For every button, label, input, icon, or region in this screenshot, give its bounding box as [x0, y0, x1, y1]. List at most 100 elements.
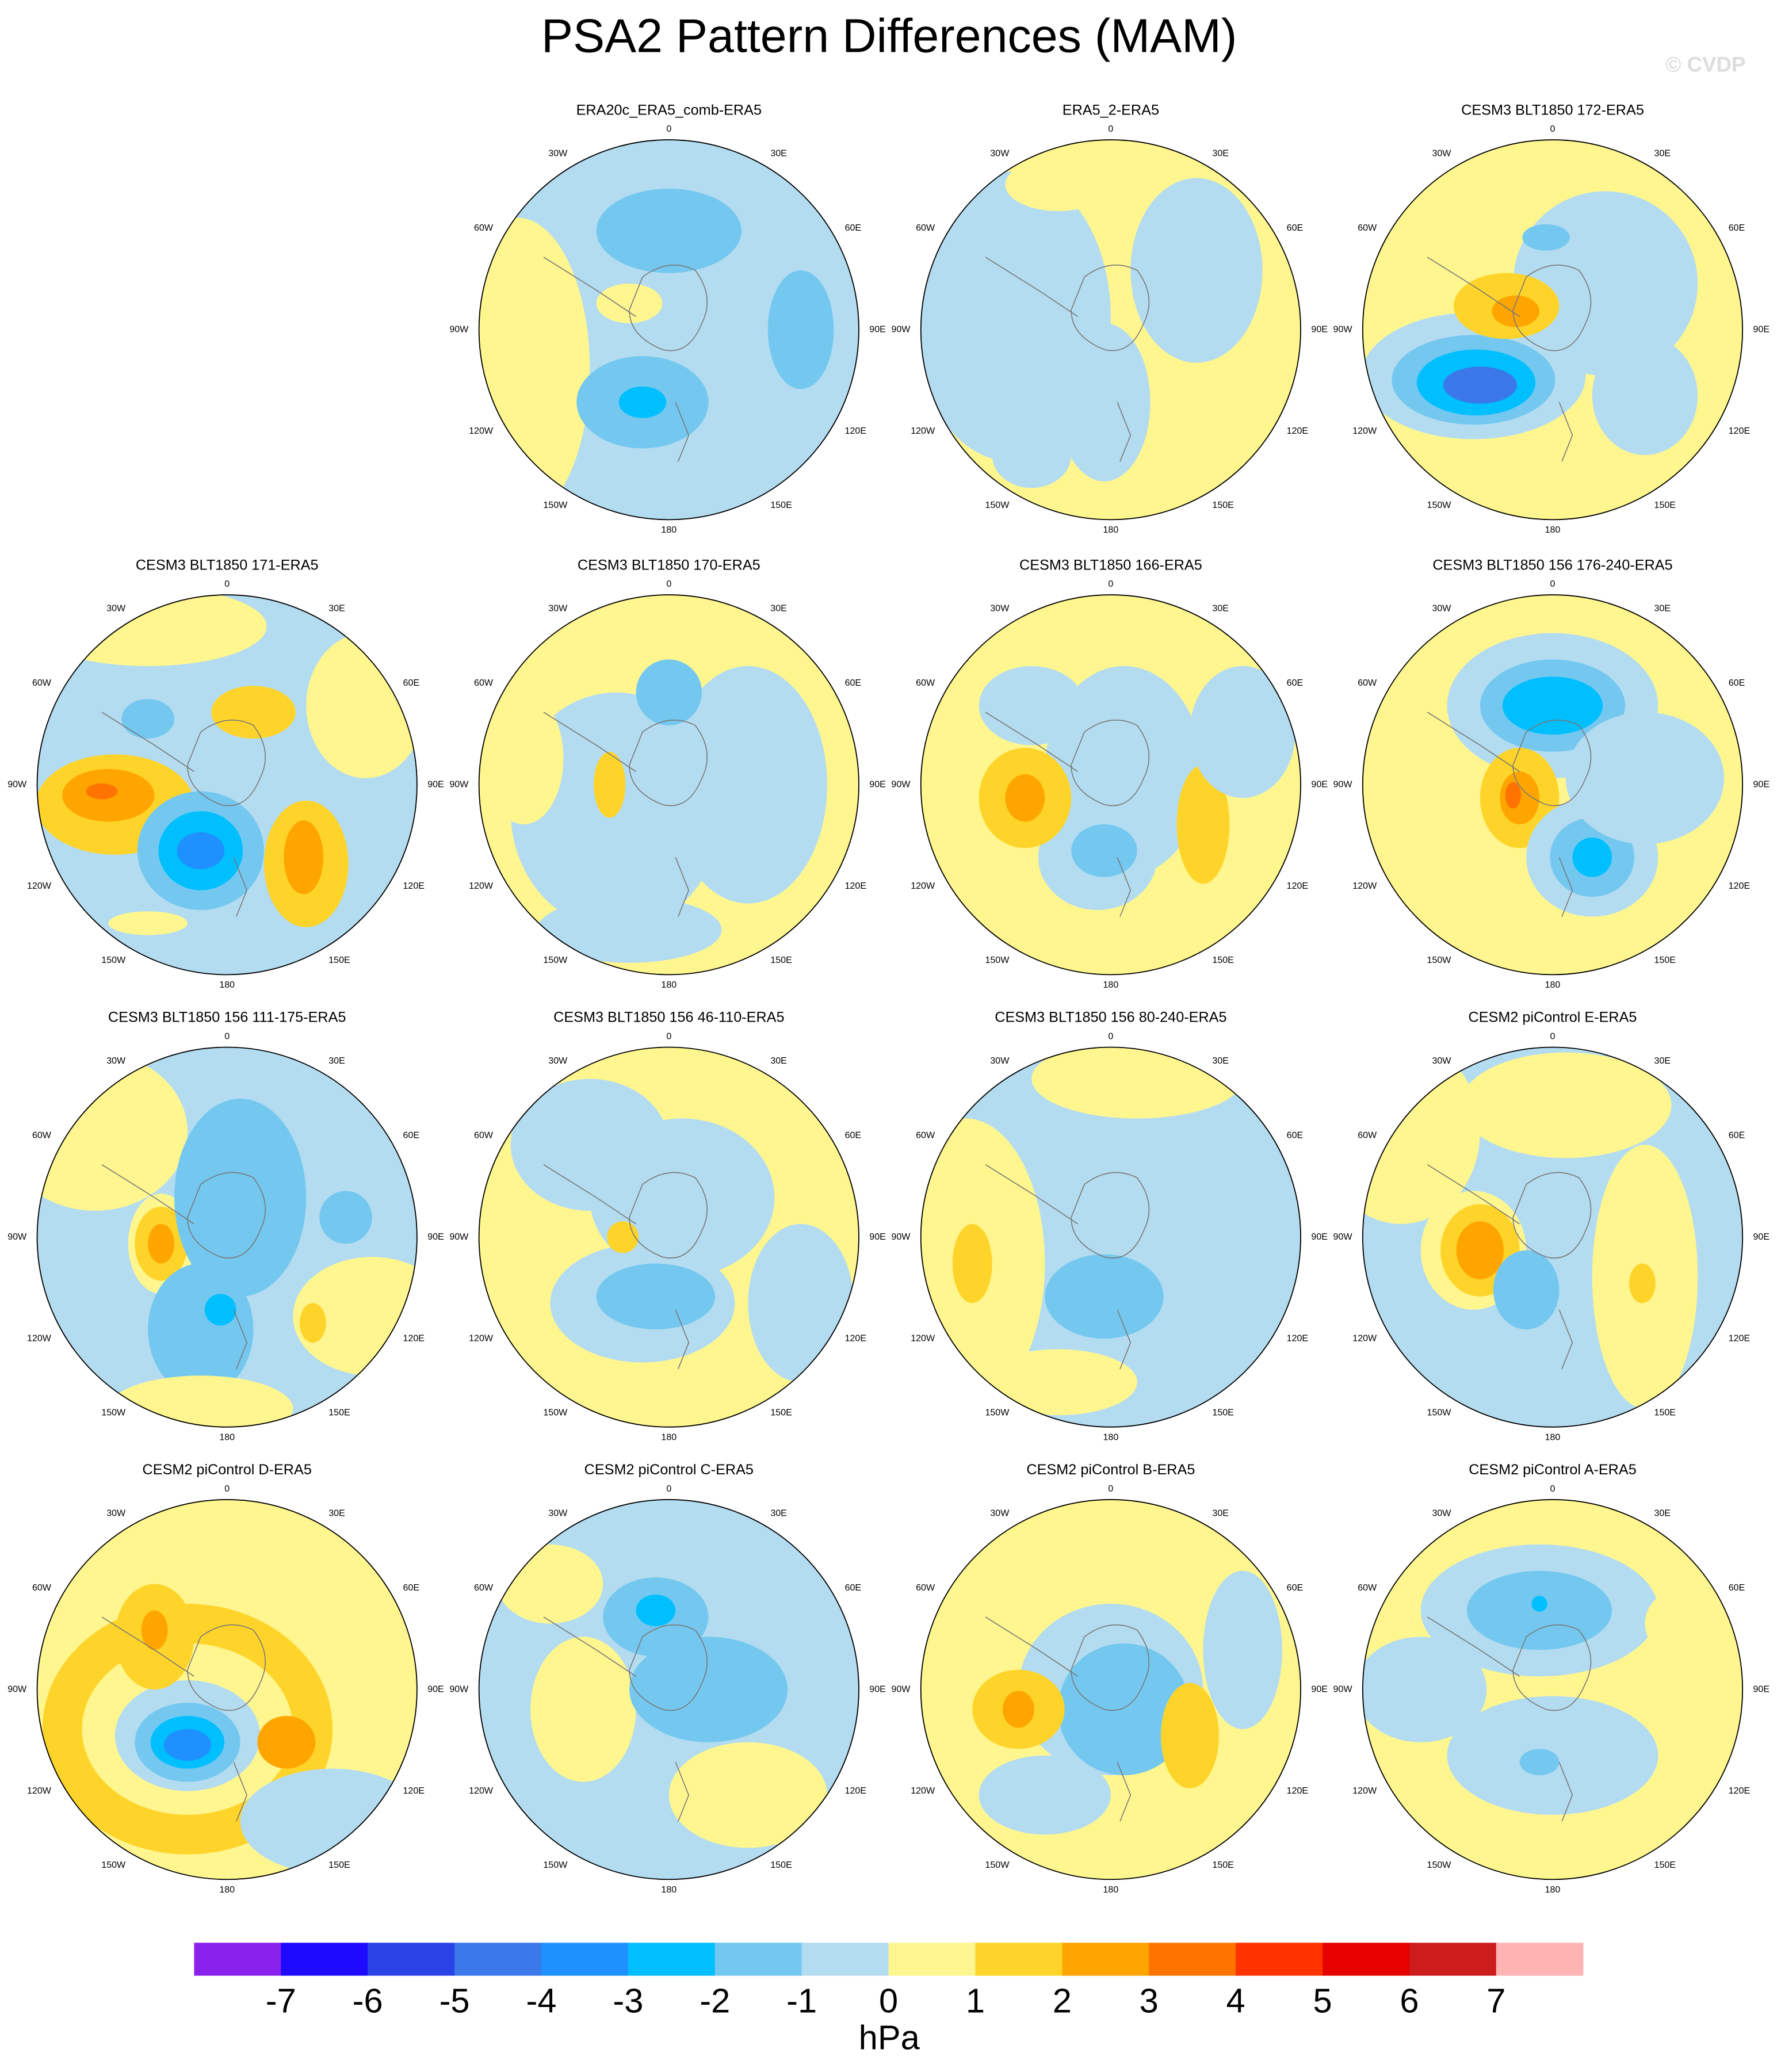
contour-region — [1130, 178, 1263, 363]
colorbar-box — [1323, 1943, 1410, 1976]
longitude-label: 120W — [469, 1786, 494, 1796]
panel-title: CESM2 piControl A-ERA5 — [1469, 1462, 1637, 1478]
colorbar-label: 5 — [1313, 1982, 1332, 2020]
contour-region — [952, 1224, 992, 1303]
contour-region — [748, 1224, 854, 1382]
longitude-label: 150E — [1654, 500, 1676, 510]
colorbar-label: 7 — [1486, 1982, 1505, 2020]
longitude-label: 150E — [1654, 1860, 1676, 1870]
colorbar-unit: hPa — [859, 2019, 920, 2057]
longitude-label: 120W — [27, 1786, 52, 1796]
longitude-label: 90W — [891, 1232, 911, 1242]
contour-region — [1456, 1221, 1504, 1280]
longitude-label: 120E — [403, 881, 425, 891]
longitude-label: 180 — [661, 1432, 677, 1442]
contour-region — [1460, 1052, 1672, 1159]
contour-region — [1362, 1047, 1480, 1224]
longitude-label: 30E — [1654, 148, 1671, 159]
map-border — [1362, 594, 1744, 976]
copyright: © CVDP — [1665, 52, 1745, 76]
longitude-label: 30W — [106, 603, 126, 614]
map-panel: CESM3 BLT1850 171-ERA5 0 30E 60E 90E 120E 150E… — [7, 557, 444, 990]
longitude-label: 90E — [869, 1232, 886, 1242]
coastline — [985, 1164, 1150, 1370]
longitude-label: 0 — [1108, 579, 1113, 589]
longitude-label: 60W — [1358, 1582, 1377, 1593]
contour-region — [319, 1191, 372, 1244]
longitude-label: 90E — [1753, 1684, 1769, 1694]
longitude-label: 90W — [7, 1684, 27, 1694]
map-panel: CESM3 BLT1850 156 80-240-ERA5 0 30E 60E 90E 1… — [891, 1010, 1328, 1443]
map-border — [478, 139, 859, 521]
longitude-label: 150E — [770, 1408, 792, 1418]
map-panel: CESM3 BLT1850 156 46-110-ERA5 0 30E 60E 90E 1… — [449, 1010, 886, 1443]
map-border — [478, 594, 859, 976]
longitude-label: 150W — [985, 1860, 1010, 1870]
longitude-label: 150W — [1427, 955, 1452, 965]
contour-region — [1505, 782, 1521, 809]
longitude-label: 120E — [845, 1786, 866, 1796]
longitude-label: 30W — [990, 1056, 1010, 1066]
longitude-label: 120W — [469, 881, 494, 891]
longitude-label: 30W — [548, 1508, 568, 1519]
panel-title: CESM3 BLT1850 170-ERA5 — [578, 557, 760, 573]
coastline — [1427, 712, 1592, 917]
longitude-label: 120W — [27, 1333, 52, 1343]
contour-region — [1443, 366, 1518, 404]
longitude-label: 60E — [403, 1130, 420, 1140]
panel-title: CESM2 piControl C-ERA5 — [584, 1462, 754, 1478]
longitude-label: 180 — [1545, 1432, 1561, 1442]
contour-region — [1161, 1683, 1219, 1789]
colorbar-label: -4 — [526, 1982, 556, 2020]
map-border — [478, 1499, 859, 1880]
longitude-label: 90E — [1311, 1232, 1328, 1242]
contour-region — [618, 386, 667, 418]
colorbar-label: 1 — [966, 1982, 985, 2020]
contour-region — [979, 1755, 1111, 1835]
contour-region — [596, 283, 663, 323]
contour-region — [1190, 666, 1295, 798]
colorbar-label: 4 — [1226, 1982, 1245, 2020]
map-field — [920, 140, 1301, 520]
figure-title: PSA2 Pattern Differences (MAM) — [541, 10, 1237, 63]
colorbar-box — [1409, 1943, 1497, 1976]
longitude-label: 30W — [106, 1508, 126, 1519]
longitude-label: 120E — [845, 881, 866, 891]
longitude-label: 0 — [666, 1031, 671, 1041]
panel-title: CESM2 piControl B-ERA5 — [1026, 1462, 1195, 1478]
longitude-label: 0 — [224, 1031, 230, 1041]
longitude-label: 150E — [1212, 500, 1233, 510]
longitude-label: 120E — [845, 1333, 866, 1343]
longitude-label: 30W — [990, 148, 1010, 159]
coastline — [985, 257, 1150, 462]
panel-title: CESM3 BLT1850 156 111-175-ERA5 — [108, 1010, 346, 1026]
map-border — [36, 1499, 418, 1880]
longitude-label: 60W — [474, 1582, 494, 1593]
coastline — [543, 257, 708, 462]
longitude-label: 120E — [1287, 1786, 1308, 1796]
longitude-label: 90W — [7, 1232, 27, 1242]
longitude-label: 60W — [916, 223, 935, 233]
map-field — [920, 595, 1301, 975]
longitude-label: 30E — [770, 1508, 787, 1519]
coastline — [543, 1616, 708, 1822]
map-panel: CESM3 BLT1850 170-ERA5 0 30E 60E 90E 120E 150E… — [449, 557, 886, 990]
coastline — [1427, 1164, 1592, 1370]
contour-region — [1531, 1596, 1547, 1612]
longitude-label: 180 — [219, 980, 235, 990]
longitude-label: 0 — [1550, 1031, 1555, 1041]
longitude-label: 150W — [985, 1408, 1010, 1418]
contour-region — [537, 897, 722, 963]
contour-region — [530, 1637, 636, 1782]
map-border — [36, 1046, 418, 1428]
longitude-label: 0 — [1550, 1484, 1555, 1494]
contour-region — [148, 1224, 175, 1264]
map-field — [479, 1499, 859, 1880]
contour-region — [257, 1715, 316, 1769]
longitude-label: 60E — [845, 1582, 862, 1593]
map-field — [37, 1047, 417, 1427]
contour-region — [174, 1098, 307, 1297]
longitude-label: 90W — [1333, 779, 1353, 789]
longitude-label: 30W — [1432, 148, 1451, 159]
longitude-label: 60E — [1729, 223, 1745, 233]
